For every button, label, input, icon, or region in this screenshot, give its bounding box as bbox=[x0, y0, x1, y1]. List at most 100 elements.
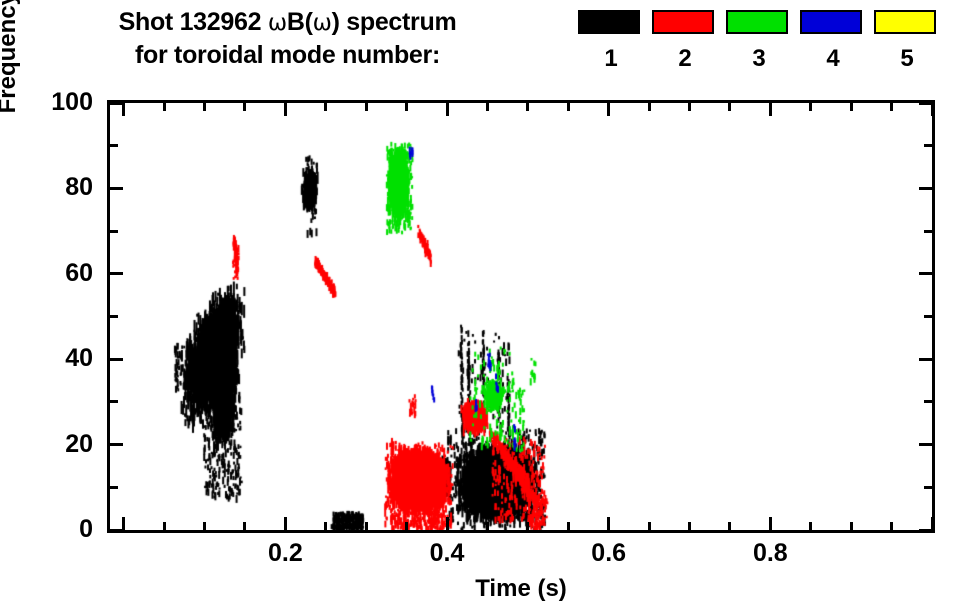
y-tick-right-10 bbox=[924, 485, 932, 489]
x-tick-top-0.70 bbox=[688, 103, 692, 111]
y-tick-0 bbox=[110, 528, 123, 532]
x-tick-0.10 bbox=[203, 522, 207, 530]
x-tick-0.70 bbox=[688, 522, 692, 530]
y-tick-right-80 bbox=[919, 186, 932, 190]
y-axis-title: Frequency (kHz) bbox=[0, 0, 22, 170]
mode-number-legend: 1 2 3 4 5 bbox=[578, 10, 948, 90]
legend-label-4: 4 bbox=[826, 45, 840, 72]
legend-swatch-4 bbox=[800, 10, 862, 34]
legend-label-3: 3 bbox=[752, 45, 766, 72]
plot-area bbox=[107, 100, 935, 533]
x-tick-top-0.00 bbox=[122, 103, 126, 116]
x-tick-top-0.55 bbox=[566, 103, 570, 111]
y-tick-30 bbox=[110, 400, 118, 404]
y-tick-right-0 bbox=[919, 528, 932, 532]
x-tick-0.65 bbox=[647, 522, 651, 530]
title-suffix: ) spectrum bbox=[331, 8, 457, 36]
omega-symbol-1: ω bbox=[267, 10, 287, 36]
x-tick-0.50 bbox=[526, 522, 530, 530]
x-axis-title: Time (s) bbox=[107, 575, 935, 603]
y-tick-right-30 bbox=[924, 400, 932, 404]
x-tick-0.00 bbox=[122, 517, 126, 530]
y-tick-label-100: 100 bbox=[51, 88, 93, 116]
legend-swatch-3 bbox=[726, 10, 788, 34]
y-tick-90 bbox=[110, 144, 118, 148]
y-axis-title-text: Frequency (kHz) bbox=[0, 0, 21, 114]
title-prefix: Shot 132962 bbox=[118, 8, 268, 36]
legend-label-1: 1 bbox=[604, 45, 618, 72]
x-tick-0.20 bbox=[283, 517, 287, 530]
x-tick-top-1.00 bbox=[930, 103, 934, 116]
title-line-2: for toroidal mode number: bbox=[134, 41, 440, 69]
omega-symbol-2: ω bbox=[312, 10, 332, 36]
y-tick-70 bbox=[110, 229, 118, 233]
x-tick-0.95 bbox=[890, 522, 894, 530]
y-tick-label-60: 60 bbox=[65, 258, 93, 287]
x-tick-0.45 bbox=[485, 522, 489, 530]
x-tick-0.85 bbox=[809, 522, 813, 530]
x-tick-top-0.95 bbox=[890, 103, 894, 111]
y-tick-right-20 bbox=[919, 443, 932, 447]
y-tick-right-50 bbox=[924, 315, 932, 318]
x-tick-top-0.15 bbox=[243, 103, 247, 111]
x-tick-label-0.2: 0.2 bbox=[268, 539, 303, 567]
x-tick-0.30 bbox=[364, 522, 368, 530]
y-tick-right-60 bbox=[919, 272, 932, 276]
legend-entry-4: 4 bbox=[800, 10, 866, 72]
y-tick-20 bbox=[110, 443, 123, 447]
x-tick-top-0.90 bbox=[849, 103, 853, 111]
y-tick-label-0: 0 bbox=[79, 515, 93, 543]
x-tick-0.25 bbox=[324, 522, 328, 530]
y-tick-label-40: 40 bbox=[65, 344, 93, 373]
x-tick-top-0.10 bbox=[203, 103, 207, 111]
legend-entry-3: 3 bbox=[726, 10, 792, 72]
y-tick-80 bbox=[110, 186, 123, 190]
x-axis-title-text: Time (s) bbox=[475, 575, 567, 602]
x-tick-top-0.50 bbox=[526, 103, 530, 111]
x-tick-label-0.6: 0.6 bbox=[591, 539, 627, 567]
x-tick-label-0.4: 0.4 bbox=[429, 539, 465, 567]
x-tick-0.15 bbox=[243, 522, 247, 530]
x-tick-0.90 bbox=[849, 522, 853, 530]
y-tick-40 bbox=[110, 357, 123, 361]
y-tick-100 bbox=[110, 101, 123, 105]
figure-title: Shot 132962 ωB(ω) spectrum for toroidal … bbox=[0, 6, 575, 71]
x-tick-top-0.65 bbox=[647, 103, 651, 111]
x-tick-top-0.25 bbox=[324, 103, 328, 111]
x-tick-0.80 bbox=[768, 517, 772, 530]
legend-entry-5: 5 bbox=[874, 10, 940, 72]
x-tick-top-0.20 bbox=[283, 103, 287, 116]
x-tick-top-0.45 bbox=[485, 103, 489, 111]
y-tick-right-90 bbox=[924, 144, 932, 148]
x-tick-top-0.40 bbox=[445, 103, 449, 116]
y-tick-label-20: 20 bbox=[65, 429, 93, 458]
x-tick-top-0.05 bbox=[162, 103, 166, 111]
x-tick-label-0.8: 0.8 bbox=[752, 539, 788, 567]
x-tick-top-0.30 bbox=[364, 103, 368, 111]
legend-swatch-1 bbox=[578, 10, 640, 34]
x-tick-0.05 bbox=[162, 522, 166, 530]
legend-label-5: 5 bbox=[900, 45, 914, 72]
legend-entry-2: 2 bbox=[652, 10, 718, 72]
x-tick-top-0.85 bbox=[809, 103, 813, 111]
y-tick-60 bbox=[110, 272, 123, 276]
x-tick-top-0.35 bbox=[405, 103, 409, 111]
x-tick-0.60 bbox=[607, 517, 611, 530]
y-tick-right-40 bbox=[919, 357, 932, 361]
x-tick-0.35 bbox=[405, 522, 409, 530]
y-tick-10 bbox=[110, 485, 118, 489]
legend-label-2: 2 bbox=[678, 45, 692, 72]
x-tick-0.40 bbox=[445, 517, 449, 530]
legend-swatch-5 bbox=[874, 10, 936, 34]
x-tick-1.00 bbox=[930, 517, 934, 530]
y-tick-50 bbox=[110, 315, 118, 318]
x-tick-top-0.75 bbox=[728, 103, 732, 111]
x-tick-0.55 bbox=[566, 522, 570, 530]
title-middle: B( bbox=[286, 8, 313, 36]
x-tick-0.75 bbox=[728, 522, 732, 530]
x-tick-top-0.60 bbox=[607, 103, 611, 116]
x-tick-top-0.80 bbox=[768, 103, 772, 116]
legend-swatch-2 bbox=[652, 10, 714, 34]
y-tick-right-100 bbox=[919, 101, 932, 105]
